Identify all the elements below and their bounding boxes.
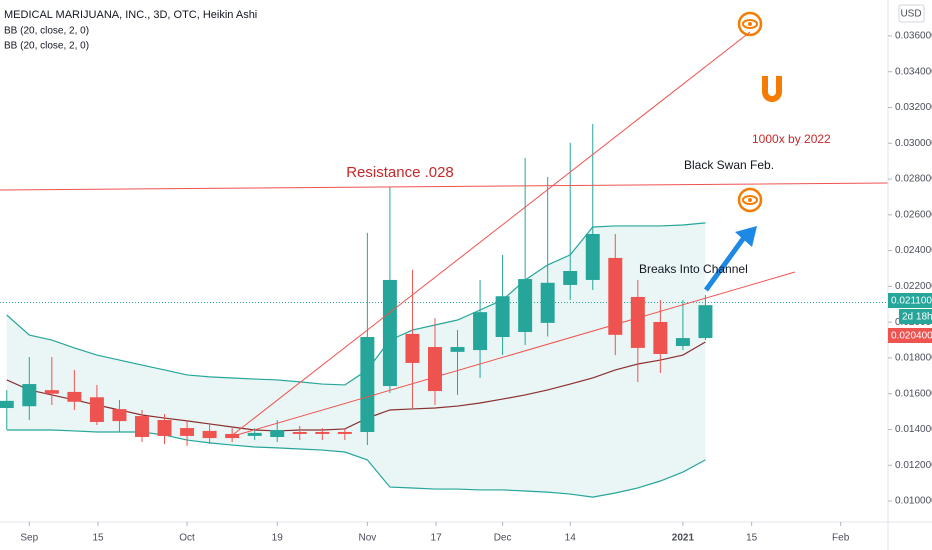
plot [0,123,888,498]
indicator-label: BB (20, close, 2, 0) [4,26,89,37]
candle-body [563,271,578,285]
candle-body [180,428,195,436]
second-price-tag [888,328,932,343]
annotation: Resistance .028 [346,164,454,181]
candle-body [585,233,600,280]
eye-icon [737,11,763,37]
indicator-label: BB (20, close, 2, 0) [4,41,89,52]
candle-body [22,384,37,407]
annotation: Black Swan Feb. [684,158,774,172]
band-line [6,222,706,386]
candle-body [405,333,420,363]
trend-line [229,271,796,438]
currency-box[interactable] [898,4,925,23]
x-tick-label: Dec [494,533,512,544]
annotation: Breaks Into Channel [639,262,748,276]
eye-icon [737,187,763,213]
price-labels: 0.021100 2d 18h 0.020400 [888,293,932,343]
candle-body [292,431,307,434]
candle-body [157,420,172,436]
x-tick-label: 19 [272,533,284,544]
candle-body [427,347,442,392]
band-line [6,429,706,498]
x-tick-label: 2021 [672,533,695,544]
candle-body [270,430,285,438]
candle-body [202,430,217,439]
x-tick-label: Nov [358,533,376,544]
candle-body [247,432,262,436]
candle-body [0,400,14,409]
x-tick-label: 15 [92,533,104,544]
candle-body [675,338,690,346]
x-tick-label: 15 [746,533,758,544]
candle-body [112,409,127,422]
x-tick-label: 14 [565,533,577,544]
x-tick-label: Sep [20,533,38,544]
candle-body [44,390,59,394]
candle-body [653,321,668,355]
candle-body [360,337,375,432]
candle-body [495,296,510,338]
candle-body [337,431,352,434]
countdown: 2d 18h [902,312,932,323]
candle-body [135,416,149,438]
countdown-tag [899,309,932,324]
candle-body [518,279,533,332]
candle-body [450,347,465,352]
candle-body [382,279,397,387]
currency: USD [900,9,921,20]
candle-body [89,397,104,422]
candle-body [630,296,645,348]
candle-body [540,282,555,323]
candle-body [608,257,623,335]
candle-body [315,431,330,434]
resistance-line [0,182,889,191]
y-tick-label: 0.010000 [895,496,932,507]
last-price-label: 0.021100 [891,296,932,307]
magnet-icon [762,76,782,102]
candle-body [67,391,82,402]
x-tick-label: Oct [179,533,195,544]
arrow-head [735,226,757,247]
candle-body [473,312,488,351]
symbol-title: MEDICAL MARIJUANA, INC., 3D, OTC, Heikin… [4,9,257,21]
x-tick-label: 17 [431,533,443,544]
arrow-shaft [703,230,751,292]
last-price-tag [888,293,932,308]
second-price-label: 0.020400 [891,331,932,342]
trend-line [229,31,751,438]
x-tick-label: Feb [832,533,850,544]
annotation: 1000x by 2022 [752,132,831,146]
candle-body [698,305,713,339]
